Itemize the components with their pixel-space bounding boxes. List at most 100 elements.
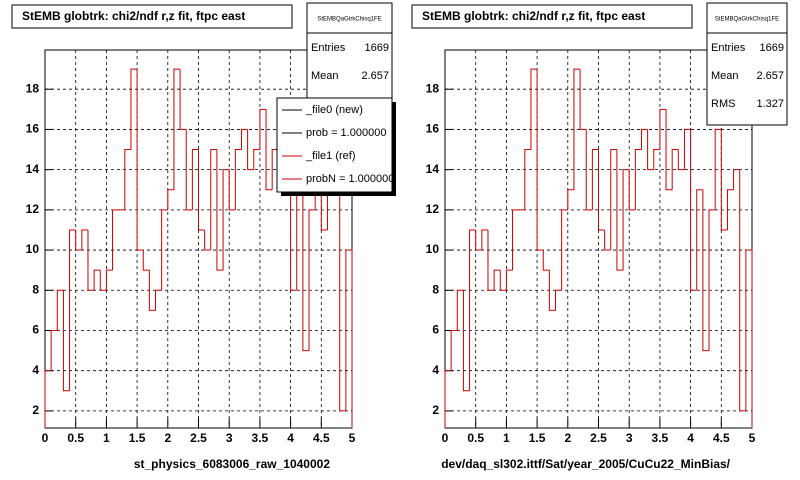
histogram-bin [69, 229, 76, 391]
histogram-bin [191, 149, 199, 210]
histogram-bin [616, 149, 624, 271]
histogram-bin [62, 290, 70, 392]
y-tick-label: 12 [26, 202, 40, 216]
histogram-bin [665, 109, 673, 191]
histogram-bin [75, 229, 82, 251]
histogram-bin [210, 149, 217, 251]
histogram-bin [561, 209, 568, 291]
histogram-bin [167, 189, 174, 210]
stats-label: Mean [311, 70, 339, 82]
histogram-bin [450, 329, 458, 371]
legend-box [276, 97, 393, 193]
histogram-bin [93, 269, 101, 291]
y-tick-label: 18 [26, 81, 40, 95]
histogram-bin [105, 269, 113, 291]
histogram-bin [136, 69, 144, 251]
histogram-bin [493, 269, 501, 291]
stats-value: 2.657 [361, 70, 389, 82]
histogram-bin [591, 149, 599, 210]
histogram-bin [130, 68, 138, 150]
x-tick-label: 0 [442, 431, 449, 445]
histogram-bin [702, 189, 710, 352]
y-tick-label: 14 [426, 162, 440, 176]
histogram-bin [302, 189, 310, 352]
stats-value: 1.327 [756, 98, 784, 110]
y-tick-label: 8 [32, 282, 39, 296]
title-box [411, 4, 693, 29]
histogram-bin [240, 128, 248, 150]
histogram-bin [726, 189, 734, 230]
x-tick-label: 2 [564, 431, 571, 445]
stats-label: Mean [711, 70, 739, 82]
histogram-bin [481, 229, 488, 251]
histogram-bin [487, 229, 495, 291]
histogram-bin [622, 169, 630, 271]
x-tick-label: 3 [226, 431, 233, 445]
stats-box [706, 2, 788, 126]
x-tick-label: 4 [687, 431, 694, 445]
x-tick-label: 1 [503, 431, 510, 445]
histogram-bin [555, 289, 562, 311]
x-tick-label: 2 [164, 431, 171, 445]
x-axis-label: st_physics_6083006_raw_1040002 [134, 457, 330, 471]
legend-label: _file1 (ref) [305, 150, 356, 162]
histogram-bin [573, 68, 581, 190]
stats-value: 1669 [365, 42, 389, 54]
y-tick-label: 10 [26, 242, 40, 256]
histogram-bin [745, 249, 753, 428]
histogram-bin [739, 169, 746, 412]
histogram-bin [610, 149, 617, 251]
histogram-bin [222, 169, 230, 271]
histogram-bin [536, 69, 544, 251]
histogram-bin [50, 329, 58, 371]
histogram-bin [542, 250, 550, 271]
y-tick-label: 16 [26, 122, 40, 136]
histogram-bin [271, 149, 279, 190]
x-tick-label: 0.5 [467, 431, 484, 445]
stats-label: Entries [311, 42, 346, 54]
legend-label: prob = 1.000000 [306, 127, 386, 139]
y-tick-label: 16 [426, 122, 440, 136]
histogram-bin [604, 229, 611, 251]
y-tick-label: 4 [432, 363, 439, 377]
y-tick-label: 6 [32, 323, 39, 337]
histogram-bin [567, 189, 574, 210]
histogram-bin [456, 289, 464, 331]
y-tick-label: 2 [432, 403, 439, 417]
x-tick-label: 1 [103, 431, 110, 445]
histogram-bin [185, 129, 193, 211]
histogram-bin [462, 290, 470, 392]
stats-value: 2.657 [756, 70, 784, 82]
y-tick-label: 4 [32, 363, 39, 377]
histogram-bin [512, 209, 519, 271]
x-tick-label: 4.5 [313, 431, 330, 445]
histogram-bin [634, 149, 642, 210]
x-tick-label: 2.5 [590, 431, 607, 445]
histogram-bin [475, 229, 482, 251]
y-tick-label: 18 [426, 81, 440, 95]
y-tick-label: 8 [432, 282, 439, 296]
y-tick-label: 12 [426, 202, 440, 216]
histogram-bin [204, 229, 211, 251]
stats-label: Entries [711, 42, 746, 54]
x-tick-label: 0.5 [67, 431, 84, 445]
legend-label: probN = 1.000000 [306, 173, 394, 185]
x-tick-label: 0 [42, 431, 49, 445]
y-tick-label: 10 [426, 242, 440, 256]
histogram-bin [142, 250, 150, 271]
histogram-bin [683, 128, 691, 170]
histogram-bin [585, 129, 593, 211]
histogram-bin [112, 209, 119, 271]
histogram-bin [505, 269, 513, 291]
histogram-bin [708, 209, 716, 351]
x-axis-label: dev/daq_sl302.ittf/Sat/year_2005/CuCu22_… [441, 457, 730, 471]
histogram-bin [469, 229, 476, 391]
histogram-bin [234, 149, 242, 210]
histogram-bin [253, 149, 260, 170]
histogram-bin [44, 370, 52, 428]
histogram-bin [56, 289, 64, 331]
stats-value: 1669 [760, 42, 784, 54]
histogram-bin [671, 149, 679, 190]
legend-label: _file0 (new) [305, 104, 363, 116]
histogram-bin [173, 68, 181, 190]
